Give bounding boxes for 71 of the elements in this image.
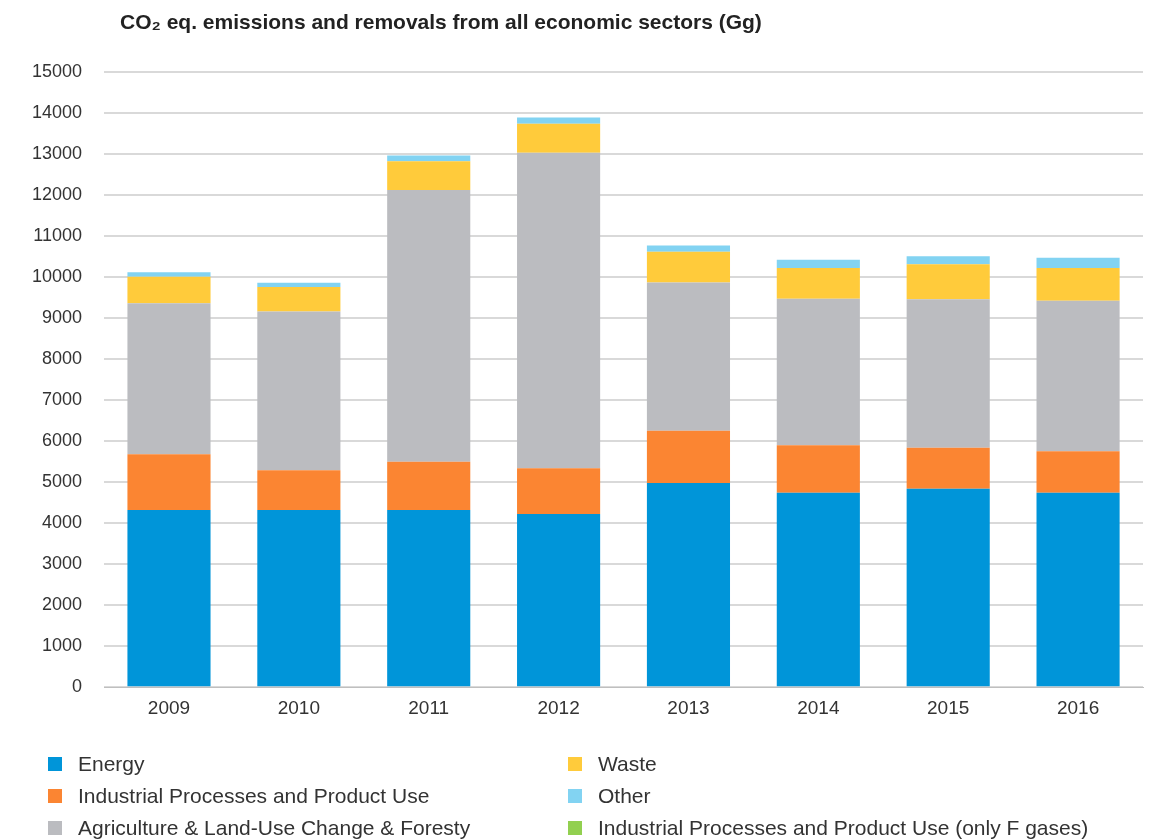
bar bbox=[387, 155, 471, 162]
bar bbox=[257, 510, 341, 687]
x-tick-label: 2009 bbox=[147, 696, 191, 718]
chart-title: CO₂ eq. emissions and removals from all economic sectors (Gg) bbox=[120, 10, 762, 34]
bar bbox=[646, 245, 731, 252]
bar bbox=[257, 282, 341, 287]
y-tick-label: 4000 bbox=[42, 512, 83, 533]
bar bbox=[646, 251, 731, 283]
legend-label: Industrial Processes and Product Use bbox=[78, 784, 430, 808]
bar bbox=[127, 276, 211, 304]
bar bbox=[906, 447, 990, 489]
bar bbox=[776, 298, 860, 446]
bar bbox=[1036, 257, 1120, 269]
x-tick-label: 2016 bbox=[1056, 696, 1100, 718]
y-tick-label: 0 bbox=[72, 676, 83, 697]
y-tick-label: 11000 bbox=[33, 225, 83, 246]
y-tick-label: 8000 bbox=[42, 348, 83, 369]
bar bbox=[646, 430, 731, 483]
x-tick-label: 2013 bbox=[667, 696, 710, 718]
x-tick-label: 2015 bbox=[927, 696, 970, 718]
x-tick-label: 2012 bbox=[537, 696, 580, 718]
y-tick-label: 6000 bbox=[42, 430, 83, 451]
bar bbox=[127, 454, 211, 511]
bar bbox=[387, 510, 471, 687]
y-tick-label: 14000 bbox=[31, 101, 83, 122]
y-tick-label: 3000 bbox=[42, 553, 83, 574]
bar bbox=[127, 272, 211, 277]
y-tick-label: 1000 bbox=[42, 635, 83, 656]
bar bbox=[387, 189, 471, 462]
bar bbox=[387, 461, 471, 511]
y-tick-label: 7000 bbox=[42, 389, 83, 410]
bar bbox=[776, 492, 860, 687]
y-tick-label: 15000 bbox=[31, 60, 83, 81]
y-tick-label: 2000 bbox=[42, 594, 83, 615]
y-tick-label: 13000 bbox=[31, 143, 83, 163]
y-tick-label: 10000 bbox=[31, 266, 83, 287]
legend-label: Waste bbox=[598, 752, 657, 776]
x-tick-label: 2011 bbox=[408, 696, 450, 718]
bar bbox=[1036, 300, 1120, 452]
bar bbox=[387, 161, 471, 190]
bar bbox=[257, 286, 341, 312]
bar bbox=[906, 256, 990, 265]
bar bbox=[127, 303, 211, 455]
bar bbox=[257, 470, 341, 511]
x-tick-label: 2010 bbox=[277, 696, 320, 718]
bar bbox=[517, 123, 601, 153]
bar bbox=[906, 488, 990, 687]
bar bbox=[1036, 451, 1120, 493]
bar bbox=[906, 299, 990, 448]
bar bbox=[1036, 492, 1120, 687]
y-tick-label: 9000 bbox=[42, 307, 83, 328]
legend-label: Industrial Processes and Product Use (only F gases) bbox=[598, 816, 1089, 840]
bar bbox=[906, 264, 990, 300]
bar bbox=[257, 311, 341, 471]
bar bbox=[776, 268, 860, 299]
y-tick-label: 12000 bbox=[31, 184, 83, 205]
y-tick-label: 5000 bbox=[42, 471, 83, 492]
bar bbox=[646, 282, 731, 431]
x-tick-label: 2014 bbox=[797, 696, 840, 718]
legend-label: Other bbox=[598, 784, 651, 808]
legend-label: Energy bbox=[78, 752, 145, 776]
bar bbox=[517, 514, 601, 687]
bar bbox=[1036, 268, 1120, 301]
bar bbox=[646, 482, 731, 687]
bar bbox=[776, 445, 860, 493]
bar bbox=[517, 117, 601, 124]
bar bbox=[517, 152, 601, 469]
bar bbox=[776, 259, 860, 269]
bar bbox=[517, 468, 601, 515]
bar bbox=[127, 510, 211, 687]
legend-label: Agriculture & Land-Use Change & Foresty bbox=[78, 816, 471, 840]
